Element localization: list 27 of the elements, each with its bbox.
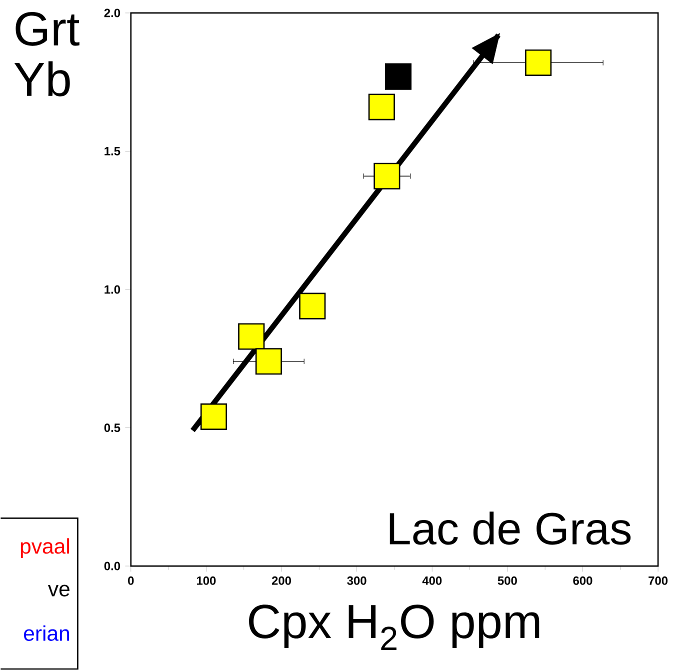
point — [374, 162, 400, 190]
point — [299, 292, 326, 320]
x-tick-label: 0 — [128, 576, 134, 586]
annotation: Lac de Gras — [390, 512, 631, 545]
point — [238, 323, 265, 350]
x-tick-label: 200 — [272, 576, 291, 586]
point — [200, 404, 228, 430]
x-tick-label: 500 — [498, 576, 517, 586]
x-tick-label: 300 — [347, 576, 366, 586]
point — [255, 348, 282, 375]
y-tick-label: 1.0 — [104, 285, 120, 294]
y-tick-label: 0.0 — [104, 562, 120, 570]
y-tick-label: 2.0 — [104, 8, 120, 18]
point — [368, 94, 395, 120]
x-axis-title: Cpx H$_{2}$O ppm — [249, 604, 540, 650]
y-tick-label: 0.5 — [104, 424, 120, 432]
x-tick-label: 400 — [422, 576, 442, 586]
x-tick-label: 600 — [573, 576, 592, 586]
x-tick-label: 100 — [196, 576, 216, 586]
y-tick-label: 1.5 — [104, 147, 120, 156]
y-axis-title: Grt Yb — [14, 12, 80, 96]
text: ve — [48, 584, 70, 597]
point — [384, 63, 412, 90]
x-tick-label: 700 — [648, 576, 668, 586]
text: erian — [24, 625, 69, 642]
text: pvaal — [20, 538, 69, 558]
point — [525, 50, 552, 76]
